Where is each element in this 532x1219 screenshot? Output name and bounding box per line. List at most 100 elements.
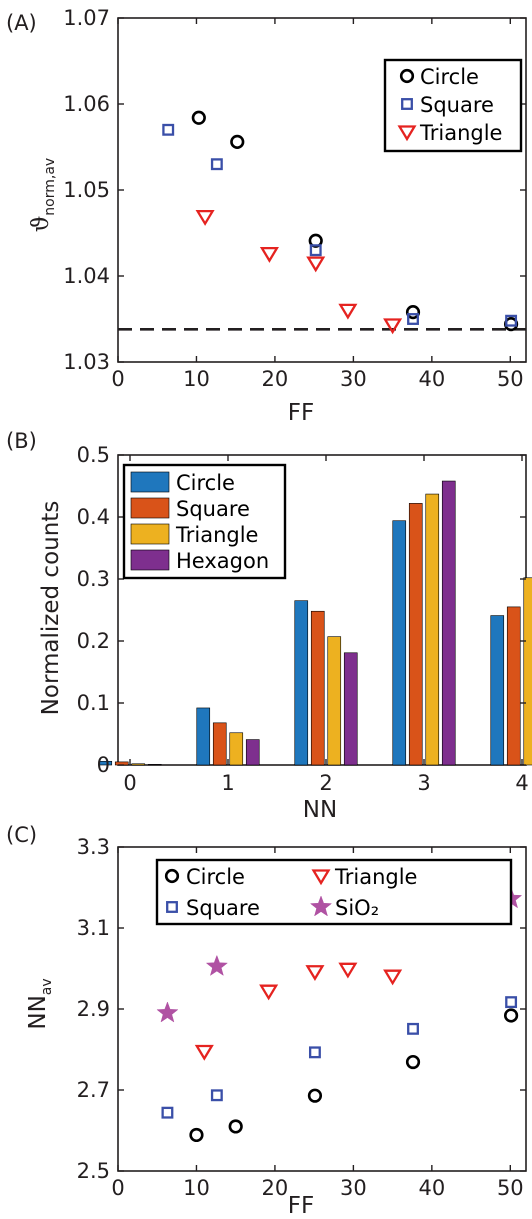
panel-c-legend-marker xyxy=(309,895,333,917)
panel-c-ytick-label: 3.1 xyxy=(77,916,110,940)
panel-b-legend-swatch xyxy=(130,497,170,519)
panel-b-bar-circle xyxy=(392,520,407,766)
panel-b-ytick-label: 0 xyxy=(97,753,110,777)
panel-a-ytick-label: 1.03 xyxy=(63,350,110,374)
panel-a-legend-marker xyxy=(399,68,415,84)
panel-a-point-circle xyxy=(191,110,206,125)
panel-b-xtick-label: 2 xyxy=(319,771,332,795)
panel-c-xtick-label: 20 xyxy=(262,1176,289,1200)
panel-a-axes: 0 10 20 30 40 50 1.03 1.04 1.05 1.06 1.07 Circle Squ… xyxy=(63,6,527,391)
panel-c-xtick-label: 50 xyxy=(497,1176,524,1200)
panel-b-legend-swatch xyxy=(130,549,170,571)
svg-text:ϑnorm,av: ϑnorm,av xyxy=(28,158,58,232)
panel-c-point-circle xyxy=(189,1127,204,1143)
panel-b-xlabel: NN xyxy=(303,797,337,823)
panel-a-legend-marker xyxy=(397,125,417,142)
panel-a-xtick-label: 50 xyxy=(497,367,524,391)
panel-a-xtick-label: 30 xyxy=(340,367,367,391)
panel-b-bar-circle xyxy=(294,600,309,766)
panel-c-point-square xyxy=(308,1046,321,1059)
panel-a-ylabel-subscript: norm,av xyxy=(42,158,58,216)
panel-a-label: (A) xyxy=(6,11,37,35)
panel-b-legend-label: Circle xyxy=(176,471,235,495)
panel-b-legend-label: Triangle xyxy=(175,523,258,547)
panel-c-ytick-label: 2.5 xyxy=(77,1159,110,1183)
panel-c-ytick-label: 3.3 xyxy=(77,835,110,859)
panel-c-point-triangle xyxy=(383,969,403,986)
panel-b-ytick-label: 0.2 xyxy=(77,629,110,653)
panel-b-ytick-label: 0.1 xyxy=(77,691,110,715)
panel-b-bar-triangle xyxy=(327,636,342,766)
panel-a-point-triangle xyxy=(259,246,279,263)
panel-b-bar-triangle xyxy=(229,732,244,766)
panel-c-axes: 0 10 20 30 40 50 2.5 2.7 2.9 3.1 3.3 Circle Triangle… xyxy=(77,835,527,1200)
panel-c-legend-marker xyxy=(311,869,331,886)
panel-b-legend-swatch xyxy=(130,471,170,493)
panel-c-legend-label: Square xyxy=(186,896,260,920)
panel-c-point-square xyxy=(210,1089,223,1102)
panel-c-point-triangle xyxy=(194,1044,214,1061)
panel-c-point-triangle xyxy=(338,962,358,979)
panel-a-legend-box xyxy=(383,58,523,153)
panel-a-legend-label: Triangle xyxy=(419,121,502,145)
panel-c-xtick-label: 0 xyxy=(111,1176,124,1200)
panel-c-point-triangle xyxy=(259,984,279,1001)
panel-c-xtick-label: 10 xyxy=(183,1176,210,1200)
panel-c-ytick-label: 2.7 xyxy=(77,1078,110,1102)
panel-a-point-square xyxy=(407,313,419,325)
panel-a-ytick-label: 1.06 xyxy=(63,92,110,116)
panel-a-ytick-label: 1.04 xyxy=(63,264,110,288)
panel-c-point-circle xyxy=(228,1119,243,1134)
svg-text:NNav: NNav xyxy=(25,978,55,1029)
panel-b-bar-square xyxy=(310,610,325,766)
panel-b-bar-hexagon xyxy=(245,739,260,766)
panel-c-xtick-label: 30 xyxy=(340,1176,367,1200)
panel-a-point-triangle xyxy=(383,318,403,335)
panel-b-label: (B) xyxy=(6,429,37,453)
panel-a-point-square xyxy=(505,314,518,327)
panel-c-point-circle xyxy=(503,1008,519,1023)
panel-a-ytick-label: 1.05 xyxy=(63,178,110,202)
panel-c-point-square xyxy=(505,996,518,1009)
panel-c-point-sio xyxy=(156,1001,179,1023)
panel-b-bar-square xyxy=(506,606,521,766)
panel-a-point-circle xyxy=(230,134,245,149)
panel-c-point-square xyxy=(161,1106,174,1119)
panel-b-legend-label: Hexagon xyxy=(176,549,269,573)
panel-b-bar-hexagon xyxy=(147,764,162,766)
panel-c-ylabel-subscript: av xyxy=(39,978,55,995)
panel-b-bar-triangle xyxy=(425,493,440,766)
panel-b-legend-label: Square xyxy=(176,497,250,521)
panel-c-point-triangle xyxy=(305,965,325,981)
panel-a-point-square xyxy=(162,123,175,136)
panel-c-point-sio xyxy=(205,954,229,976)
panel-b-bar-square xyxy=(212,722,227,766)
panel-c-legend-marker xyxy=(166,901,178,913)
panel-b-xtick-label: 3 xyxy=(417,771,430,795)
panel-c-legend-box xyxy=(155,858,513,926)
panel-a-legend-label: Square xyxy=(420,93,494,117)
panel-b-xtick-label: 1 xyxy=(221,771,234,795)
panel-c-ylabel-main: NN xyxy=(25,995,51,1029)
panel-a-ylabel: ϑnorm,av xyxy=(28,158,58,232)
panel-a-xtick-label: 0 xyxy=(111,367,124,391)
panel-a-point-square xyxy=(309,244,322,257)
panel-b-ytick-label: 0.4 xyxy=(77,505,110,529)
panel-a-point-triangle xyxy=(338,303,358,320)
panel-c-point-circle xyxy=(405,1054,421,1070)
panel-c-xtick-label: 40 xyxy=(418,1176,445,1200)
panel-a-point-circle xyxy=(405,305,421,320)
panel-c-label: (C) xyxy=(6,823,37,847)
panel-b-xtick-label: 4 xyxy=(515,771,528,795)
panel-c-point-square xyxy=(407,1022,419,1035)
panel-b-bar-hexagon xyxy=(343,652,358,766)
panel-b-bar-circle xyxy=(98,760,113,766)
panel-b-bar-circle xyxy=(490,615,505,766)
panel-c-legend-label: Circle xyxy=(186,865,245,889)
panel-c-ytick-label: 2.9 xyxy=(77,997,110,1021)
panel-c-legend-marker xyxy=(164,868,180,884)
panel-a-point-triangle xyxy=(195,210,215,226)
panel-c-xlabel: FF xyxy=(288,1193,314,1219)
panel-b-ytick-label: 0.3 xyxy=(77,567,110,591)
